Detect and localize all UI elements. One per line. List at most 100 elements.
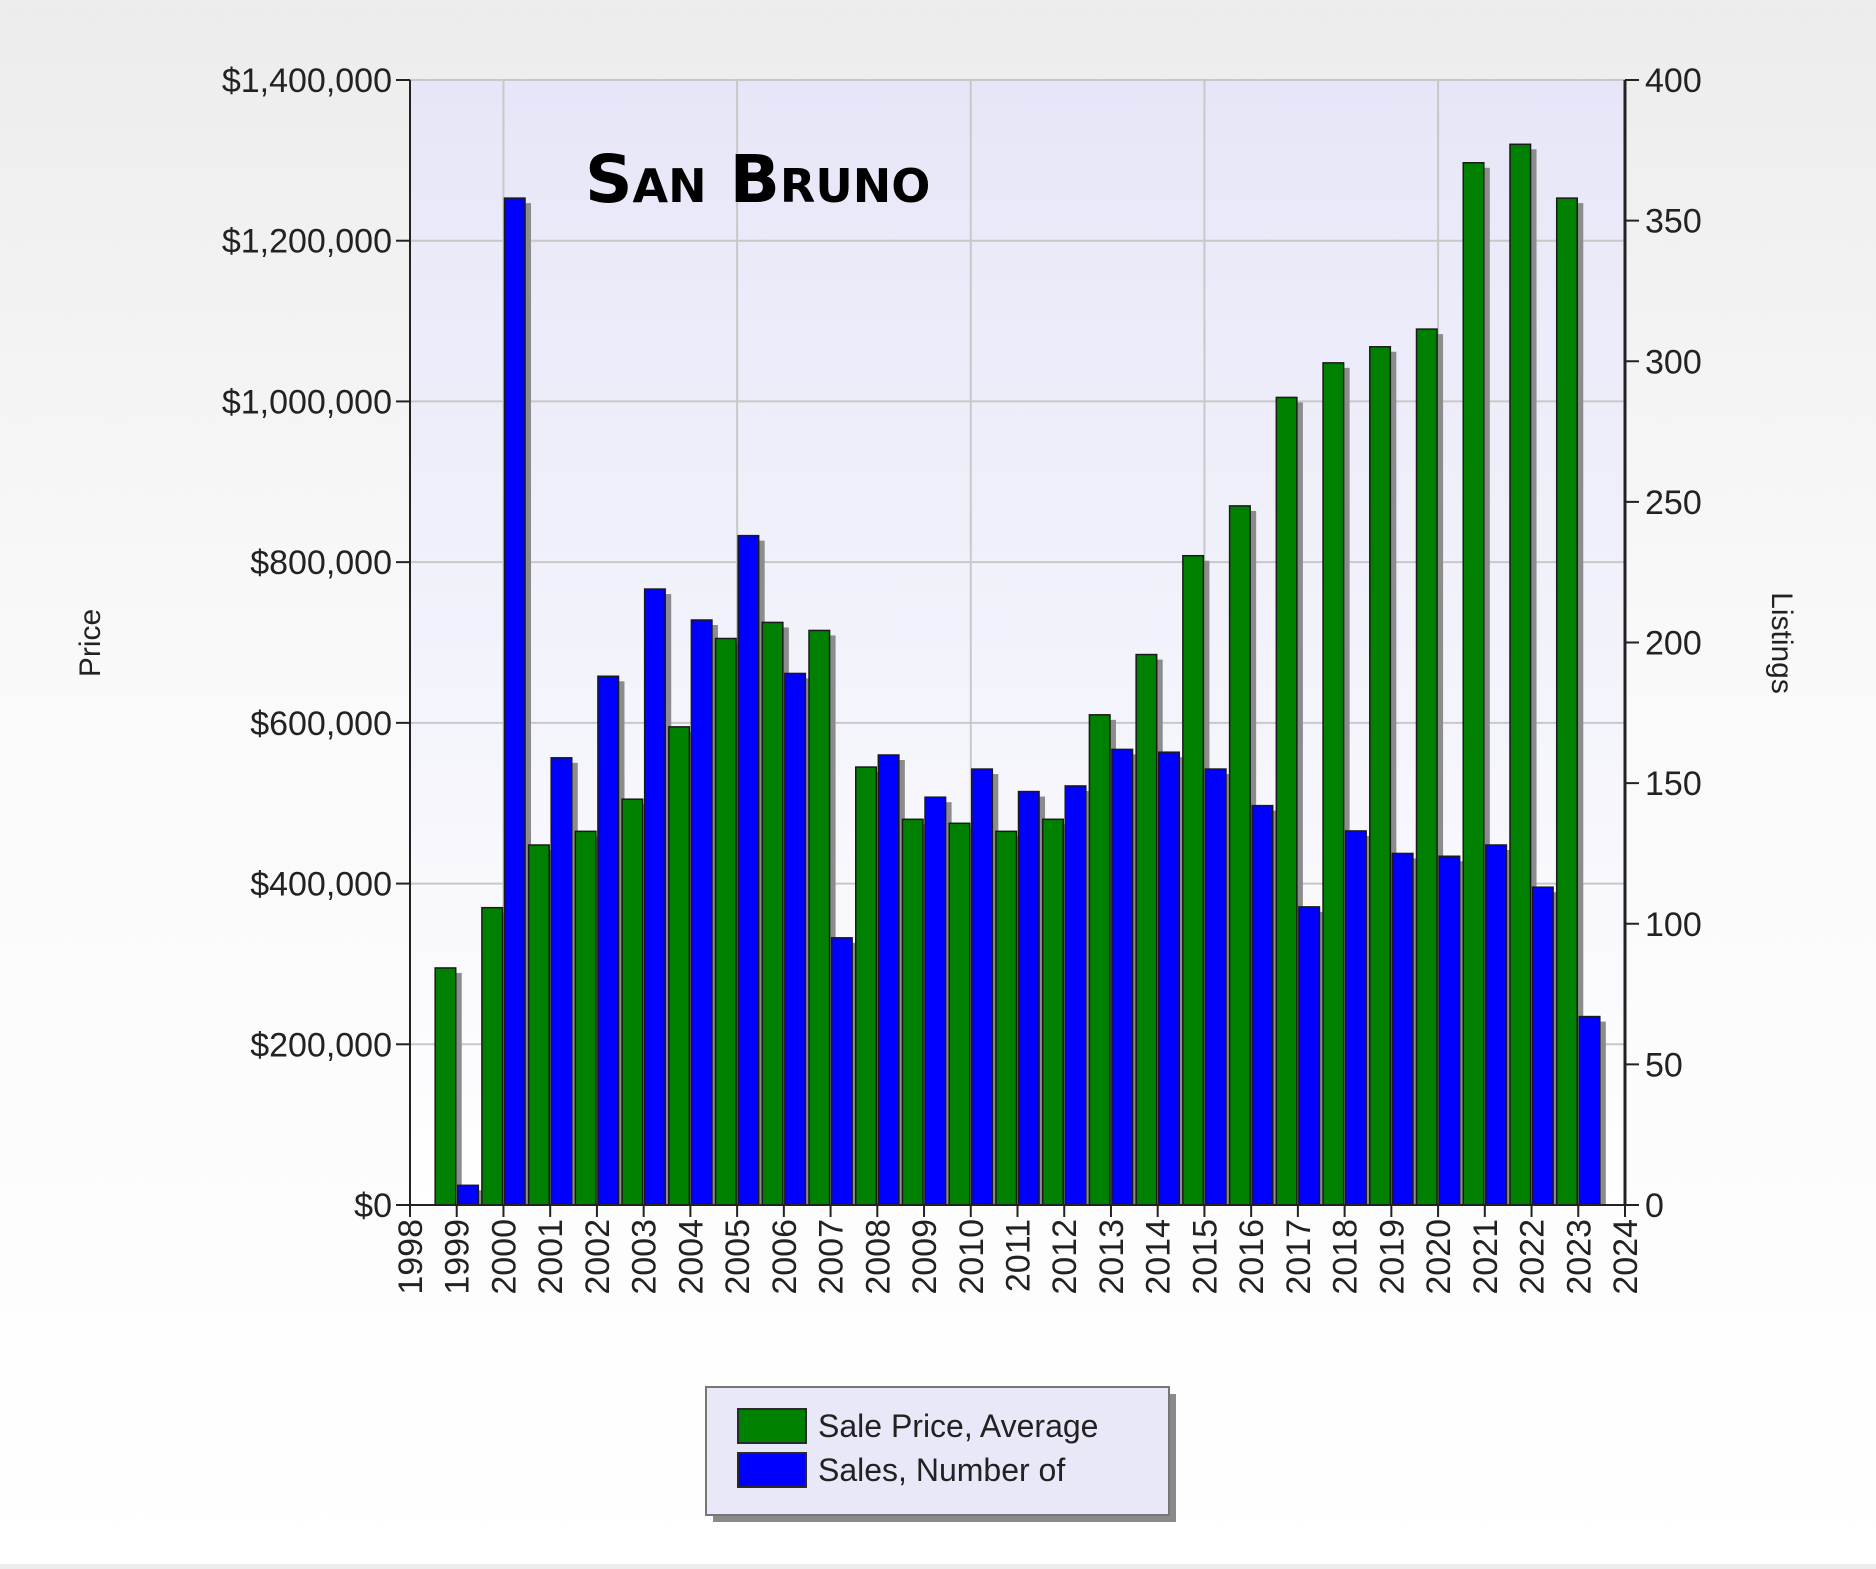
legend-label-sale-price: Sale Price, Average [818,1408,1098,1444]
y-tick-label: $1,200,000 [222,223,392,261]
y2-tick-label: 150 [1645,765,1702,803]
legend-swatch-sales-count [737,1452,807,1488]
bar-sales-count [830,937,853,1206]
y2-tick-label: 400 [1645,62,1702,100]
x-tick-label: 2019 [1373,1219,1411,1295]
bar-sale-price [1462,162,1485,1206]
bar-sales-count [690,619,713,1206]
bar-sale-price [668,726,691,1206]
bar-sales-count [1578,1015,1601,1206]
bar-sale-price [434,967,457,1206]
bar-sales-count [1485,844,1508,1206]
bar-sales-count [1391,852,1414,1206]
y-tick-label: $200,000 [250,1026,392,1064]
bar-sale-price [1135,653,1158,1206]
bar-sale-price [995,830,1018,1206]
y2-tick-label: 250 [1645,484,1702,522]
y-axis-title: Price [74,609,107,677]
legend: Sale Price, Average Sales, Number of [705,1386,1176,1522]
bar-sales-count [877,754,900,1206]
x-tick-label: 2001 [532,1219,570,1295]
bar-sales-count [1064,785,1087,1206]
bar-sales-count [597,675,620,1206]
bar-sale-price [1041,818,1064,1206]
x-tick-label: 2018 [1327,1219,1365,1295]
bar-sale-price [714,637,737,1206]
x-tick-label: 2024 [1607,1219,1645,1295]
bar-sale-price [1322,362,1345,1206]
bar-sales-count [1531,886,1554,1206]
x-tick-label: 1999 [439,1219,477,1295]
x-tick-label: 2008 [859,1219,897,1295]
bar-sale-price [1182,554,1205,1206]
x-tick-label: 2022 [1514,1219,1552,1295]
bar-sale-price [1509,143,1532,1206]
bar-sales-count [737,534,760,1206]
y-tick-label: $0 [354,1187,392,1225]
bar-sale-price [574,830,597,1206]
bar-sale-price [901,818,924,1206]
bar-sale-price [1369,346,1392,1206]
bar-sale-price [481,906,504,1206]
bars [434,143,1606,1206]
y2-tick-label: 350 [1645,203,1702,241]
bar-sales-count [784,672,807,1206]
bar-sales-count [1017,790,1040,1206]
bar-sale-price [808,629,831,1206]
x-tick-label: 1998 [392,1219,430,1295]
bar-sale-price [1275,396,1298,1206]
y2-axis-title: Listings [1765,592,1798,694]
bar-sale-price [854,766,878,1206]
bar-sale-price [761,621,784,1206]
x-tick-label: 2015 [1186,1219,1224,1295]
y2-tick-label: 100 [1645,906,1702,944]
bar-sales-count [1251,804,1274,1206]
x-tick-label: 2016 [1233,1219,1271,1295]
x-tick-label: 2005 [719,1219,757,1295]
y2-tick-label: 50 [1645,1046,1683,1084]
x-tick-label: 2003 [626,1219,664,1295]
bar-sale-price [1415,328,1438,1206]
bar-sales-count [643,588,666,1206]
y-tick-label: $800,000 [250,544,392,582]
bar-sales-count [456,1184,480,1206]
x-tick-label: 2017 [1280,1219,1318,1295]
y-tick-label: $400,000 [250,866,392,904]
legend-swatch-sale-price [737,1408,807,1444]
bar-sales-count [1298,906,1321,1206]
x-tick-label: 2014 [1140,1219,1178,1295]
x-tick-label: 2012 [1046,1219,1084,1295]
y2-tick-label: 300 [1645,343,1702,381]
x-tick-label: 2002 [579,1219,617,1295]
y-tick-label: $1,000,000 [222,383,392,421]
bar-sales-count [1344,830,1367,1206]
bar-sale-price [1555,197,1579,1206]
x-tick-label: 2004 [672,1219,710,1295]
bar-sales-count [503,197,526,1206]
bar-sales-count [971,768,994,1206]
bar-sale-price [1228,505,1251,1206]
bar-sales-count [550,757,573,1206]
bar-sale-price [1088,714,1111,1206]
chart-title: San Bruno [585,141,930,218]
y-tick-label: $1,400,000 [222,62,392,100]
x-tick-label: 2010 [953,1219,991,1295]
x-tick-label: 2020 [1420,1219,1458,1295]
axes [396,79,1639,1217]
y2-tick-label: 200 [1645,625,1702,663]
bar-sale-price [621,798,644,1206]
bar-sales-count [1438,855,1461,1206]
tick-labels: $0 $200,000 $400,000 $600,000 $800,000 $1,000… [222,62,1702,1295]
y2-tick-label: 0 [1645,1187,1664,1225]
x-tick-label: 2009 [906,1219,944,1295]
bar-sale-price [948,822,971,1206]
x-tick-label: 2007 [813,1219,851,1295]
x-tick-label: 2013 [1093,1219,1131,1295]
y-tick-label: $600,000 [250,705,392,743]
bar-sales-count [1111,748,1134,1206]
x-tick-label: 2011 [1000,1219,1038,1292]
x-tick-label: 2021 [1467,1219,1505,1295]
bar-sales-count [924,796,947,1206]
x-tick-label: 2006 [766,1219,804,1295]
